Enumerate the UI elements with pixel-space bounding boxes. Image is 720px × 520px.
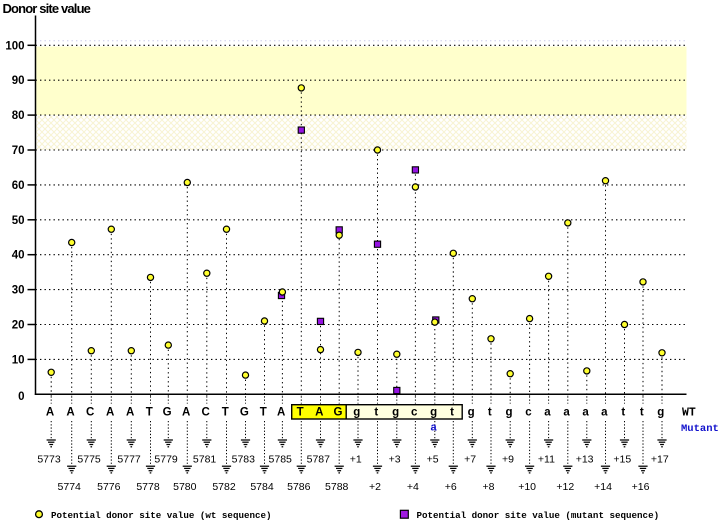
svg-text:5773: 5773 bbox=[37, 454, 61, 466]
svg-text:5777: 5777 bbox=[117, 454, 141, 466]
svg-text:A: A bbox=[315, 407, 323, 419]
svg-text:+15: +15 bbox=[613, 454, 631, 466]
svg-text:+2: +2 bbox=[369, 481, 381, 493]
svg-text:t: t bbox=[488, 407, 492, 419]
svg-text:G: G bbox=[240, 407, 249, 419]
svg-text:g: g bbox=[657, 407, 664, 419]
svg-text:A: A bbox=[126, 407, 134, 419]
svg-text:g: g bbox=[505, 407, 512, 419]
svg-text:Potential donor site value (mu: Potential donor site value (mutant seque… bbox=[417, 510, 660, 520]
svg-text:C: C bbox=[86, 407, 94, 419]
svg-text:T: T bbox=[222, 407, 229, 419]
svg-text:5776: 5776 bbox=[97, 481, 121, 493]
svg-text:a: a bbox=[431, 422, 438, 434]
svg-text:Mutant: Mutant bbox=[681, 423, 719, 435]
svg-text:50: 50 bbox=[12, 215, 25, 227]
svg-text:+16: +16 bbox=[632, 481, 650, 493]
svg-text:T: T bbox=[146, 407, 153, 419]
svg-text:5774: 5774 bbox=[58, 481, 82, 493]
svg-text:5785: 5785 bbox=[269, 454, 293, 466]
svg-text:G: G bbox=[163, 407, 172, 419]
svg-text:t: t bbox=[374, 407, 378, 419]
svg-text:+12: +12 bbox=[556, 481, 574, 493]
svg-text:+5: +5 bbox=[427, 454, 439, 466]
svg-text:+8: +8 bbox=[483, 481, 495, 493]
svg-text:t: t bbox=[450, 407, 454, 419]
svg-text:5788: 5788 bbox=[325, 481, 349, 493]
svg-text:+10: +10 bbox=[518, 481, 536, 493]
svg-text:c: c bbox=[411, 407, 418, 419]
svg-text:Donor site value: Donor site value bbox=[3, 1, 91, 16]
svg-text:A: A bbox=[46, 407, 54, 419]
svg-text:+3: +3 bbox=[389, 454, 401, 466]
svg-text:5779: 5779 bbox=[154, 454, 178, 466]
svg-text:5778: 5778 bbox=[136, 481, 160, 493]
svg-text:+6: +6 bbox=[445, 481, 457, 493]
svg-text:5786: 5786 bbox=[287, 481, 311, 493]
svg-text:A: A bbox=[66, 407, 74, 419]
svg-text:WT: WT bbox=[682, 407, 696, 420]
svg-text:+1: +1 bbox=[350, 454, 362, 466]
svg-text:70: 70 bbox=[12, 145, 25, 157]
svg-text:a: a bbox=[563, 407, 570, 419]
svg-text:+7: +7 bbox=[464, 454, 476, 466]
svg-text:C: C bbox=[201, 407, 209, 419]
svg-text:t: t bbox=[640, 407, 644, 419]
svg-text:G: G bbox=[334, 407, 343, 419]
svg-text:5781: 5781 bbox=[193, 454, 217, 466]
svg-text:30: 30 bbox=[12, 285, 25, 297]
svg-text:a: a bbox=[601, 407, 608, 419]
svg-text:g: g bbox=[430, 407, 437, 419]
svg-text:5784: 5784 bbox=[250, 481, 274, 493]
svg-text:t: t bbox=[621, 407, 625, 419]
svg-text:5787: 5787 bbox=[307, 454, 331, 466]
svg-text:+13: +13 bbox=[576, 454, 594, 466]
svg-text:5775: 5775 bbox=[77, 454, 101, 466]
svg-text:60: 60 bbox=[12, 180, 25, 192]
svg-text:0: 0 bbox=[18, 391, 24, 403]
svg-text:5780: 5780 bbox=[173, 481, 197, 493]
svg-text:+4: +4 bbox=[407, 481, 419, 493]
svg-text:80: 80 bbox=[12, 110, 25, 122]
svg-text:20: 20 bbox=[12, 320, 25, 332]
svg-text:+17: +17 bbox=[651, 454, 669, 466]
svg-text:90: 90 bbox=[12, 75, 25, 87]
svg-text:A: A bbox=[182, 407, 190, 419]
svg-text:A: A bbox=[106, 407, 114, 419]
svg-text:5783: 5783 bbox=[232, 454, 256, 466]
svg-text:T: T bbox=[297, 407, 304, 419]
svg-text:+14: +14 bbox=[594, 481, 612, 493]
svg-text:a: a bbox=[544, 407, 551, 419]
svg-text:+9: +9 bbox=[502, 454, 514, 466]
svg-text:10: 10 bbox=[12, 354, 25, 366]
svg-text:g: g bbox=[468, 407, 475, 419]
svg-text:40: 40 bbox=[12, 250, 25, 262]
svg-text:c: c bbox=[525, 407, 532, 419]
svg-text:a: a bbox=[582, 407, 589, 419]
svg-text:100: 100 bbox=[5, 40, 24, 52]
svg-text:5782: 5782 bbox=[212, 481, 236, 493]
svg-text:g: g bbox=[353, 407, 360, 419]
svg-text:A: A bbox=[277, 407, 285, 419]
svg-text:+11: +11 bbox=[538, 454, 555, 466]
svg-text:g: g bbox=[392, 407, 399, 419]
svg-text:T: T bbox=[260, 407, 267, 419]
svg-text:Potential donor site value (wt: Potential donor site value (wt sequence) bbox=[51, 510, 272, 520]
